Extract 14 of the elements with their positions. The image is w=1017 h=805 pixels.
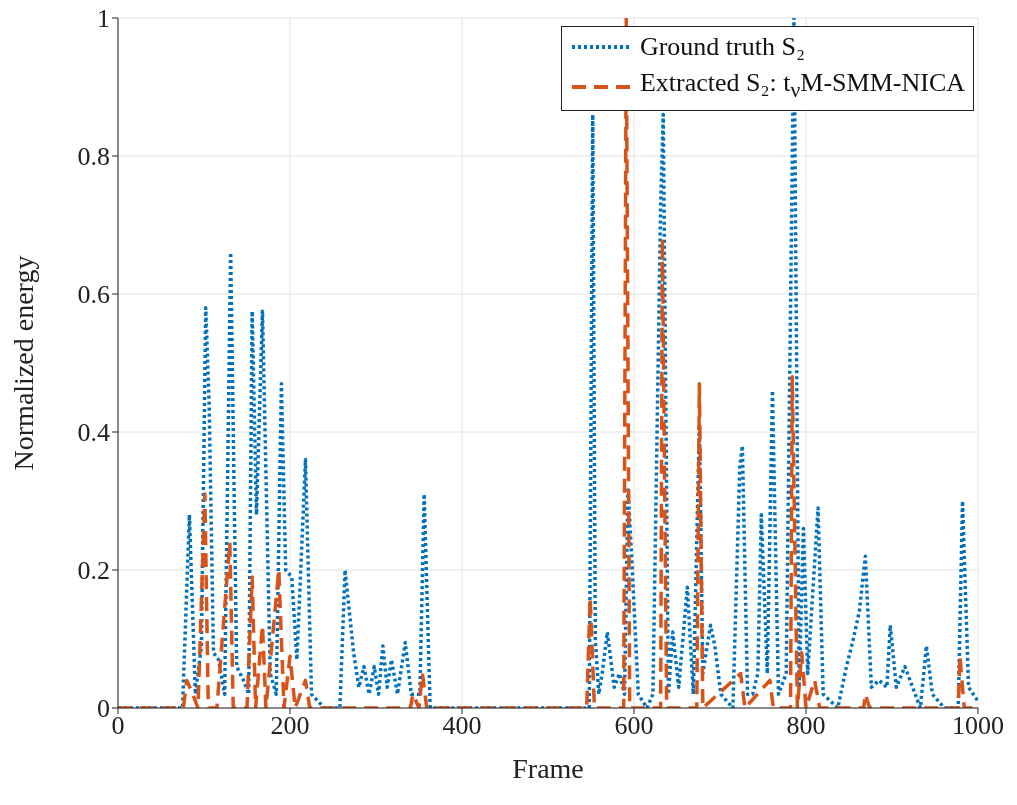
legend-label: Ground truth S₂ [639,31,805,63]
x-tick-label: 800 [786,711,826,741]
legend-label: Extracted S₂: t$_{ν}$M-SMM-NICA [639,67,965,105]
x-tick-label: 600 [614,711,654,741]
y-axis-title: Normalized energy [7,255,39,471]
y-tick-label: 0.2 [77,556,110,586]
x-axis-title: Frame [512,753,584,784]
y-tick-label: 1 [97,4,110,34]
x-tick-label: 1000 [952,711,1004,741]
y-tick-label: 0.6 [77,280,110,310]
x-tick-label: 400 [442,711,482,741]
x-tick-label: 200 [270,711,310,741]
y-tick-label: 0.4 [77,418,110,448]
y-tick-label: 0.8 [77,142,110,172]
